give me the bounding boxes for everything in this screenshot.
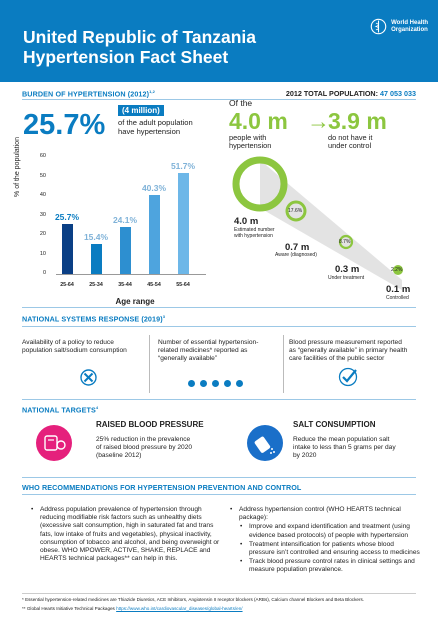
cascade-not-desc: do not have it under control xyxy=(328,133,373,150)
cascade-not-controlled-value: 3.9 m xyxy=(328,108,387,134)
chart-y-tick: 20 xyxy=(39,231,46,237)
national-divider xyxy=(22,326,416,327)
cascade-of-the: Of the xyxy=(229,98,253,108)
chart-y-tick: 10 xyxy=(39,250,46,257)
prevalence-percent: 25.7% xyxy=(23,109,106,141)
chart-data-label: 40.3% xyxy=(141,183,167,194)
targets-section-title: NATIONAL TARGETS4 xyxy=(22,405,99,415)
cascade-funnel xyxy=(260,160,402,290)
cascade-circle-total xyxy=(232,156,288,212)
chart-x-tick: 35-44 xyxy=(118,282,132,288)
chart-x-tick: 25-34 xyxy=(89,282,103,288)
cascade-pct-controlled: 2.2% xyxy=(391,267,403,273)
stage-total-value: 4.0 m xyxy=(234,216,259,227)
medicine-dots xyxy=(188,374,248,392)
stage-controlled-label: Controlled xyxy=(386,295,409,301)
chart-y-axis-label: % of the population xyxy=(14,137,21,197)
chart-bar xyxy=(119,227,131,274)
chart-x-tick: 45-54 xyxy=(147,282,161,288)
who-name-line1: World Health xyxy=(391,19,428,26)
chart-bar xyxy=(61,223,73,274)
recommendations-title: WHO RECOMMENDATIONS FOR HYPERTENSION PRE… xyxy=(22,483,302,492)
chart-x-axis xyxy=(56,274,206,275)
medicine-dot xyxy=(188,380,195,387)
rec-right-list: Address hypertension control (WHO HEARTS… xyxy=(229,506,421,576)
rec-left-list: Address population prevalence of hyperte… xyxy=(30,506,220,564)
page-title-line1: United Republic of Tanzania xyxy=(23,27,257,47)
chart-y-tick: 0 xyxy=(42,270,46,276)
national-col-divider-2 xyxy=(283,335,284,393)
rec-left-item: Address population prevalence of hyperte… xyxy=(40,506,220,563)
cascade-pct-treated: 8.7% xyxy=(339,239,351,245)
rec-right-sub-2: Treatment intensification for patients w… xyxy=(249,541,421,557)
national-section-title: NATIONAL SYSTEMS RESPONSE (2019)3 xyxy=(22,314,166,324)
salt-shaker-icon xyxy=(247,425,283,461)
target-bp-title: RAISED BLOOD PRESSURE xyxy=(96,420,204,429)
stage-controlled-value: 0.1 m xyxy=(386,284,411,295)
total-population: 2012 TOTAL POPULATION: 47 053 033 xyxy=(285,89,416,98)
header-banner: United Republic of Tanzania Hypertension… xyxy=(0,0,438,82)
rec-divider xyxy=(22,494,416,495)
chart-x-axis-label: Age range xyxy=(115,297,155,306)
page-title-line2: Hypertension Fact Sheet xyxy=(23,47,229,67)
chart-y-tick: 50 xyxy=(39,172,46,179)
cascade-circle-treated xyxy=(338,234,354,250)
who-name-line2: Organization xyxy=(391,26,428,33)
footnote-medicines: * Essential hypertension-related medicin… xyxy=(22,597,365,602)
bp-measurement-text: Blood pressure measurement reported as “g… xyxy=(289,339,408,362)
cascade-pct-aware: 17.6% xyxy=(288,208,303,214)
prevalence-description: of the adult population have hypertensio… xyxy=(118,118,193,136)
rec-right-sub-3: Track blood pressure control rates in cl… xyxy=(249,558,421,574)
burden-section-title: BURDEN OF HYPERTENSION (2012)1,2 xyxy=(22,89,155,99)
policy-salt-text: Availability of a policy to reduce popula… xyxy=(22,339,127,354)
cross-icon xyxy=(80,369,97,386)
stage-treated-value: 0.3 m xyxy=(335,264,360,275)
stage-treated-label: Under treatment xyxy=(328,275,365,281)
cascade-with-value: 4.0 m xyxy=(229,108,288,134)
medicine-dot xyxy=(224,380,231,387)
footnote-hearts: ** Global Hearts Initiative Technical Pa… xyxy=(22,606,243,611)
stage-total-label: Estimated number with hypertension xyxy=(234,227,275,239)
medicines-text: Number of essential hypertension-related… xyxy=(158,339,259,362)
burden-divider xyxy=(22,99,416,100)
target-salt-text: Reduce the mean population salt intake to… xyxy=(293,436,396,459)
cascade-circle-aware xyxy=(285,200,307,222)
chart-y-tick: 40 xyxy=(39,192,46,198)
chart-data-label: 51.7% xyxy=(170,161,196,172)
rec-right-main: Address hypertension control (WHO HEARTS… xyxy=(239,506,421,522)
cascade-with-desc: people with hypertension xyxy=(229,133,272,150)
chart-y-tick: 30 xyxy=(39,211,46,218)
footnote-divider xyxy=(22,593,416,594)
medicine-dot xyxy=(212,380,219,387)
who-logo: World Health Organization xyxy=(370,18,428,35)
hearts-link[interactable]: https://www.who.int/cardiovascular_disea… xyxy=(116,606,243,611)
cascade-circle-controlled xyxy=(393,265,403,275)
cascade-arrow: → xyxy=(307,108,330,134)
stage-aware-label: Aware (diagnosed) xyxy=(275,252,317,258)
targets-divider-top xyxy=(22,399,416,400)
medicine-dot xyxy=(200,380,207,387)
chart-bar xyxy=(148,195,160,274)
blood-pressure-icon xyxy=(36,425,72,461)
chart-x-tick: 25-64 xyxy=(60,282,74,288)
chart-data-label: 15.4% xyxy=(83,231,109,242)
prevalence-millions-badge: (4 million) xyxy=(118,105,164,116)
target-bp-text: 25% reduction in the prevalence of raised… xyxy=(96,436,193,459)
cascade-graphic xyxy=(232,156,403,290)
rec-divider-top xyxy=(22,477,416,478)
chart-data-label: 24.1% xyxy=(112,215,138,225)
chart-bar xyxy=(90,243,102,274)
chart-data-label: 25.7% xyxy=(54,211,80,222)
who-emblem-icon xyxy=(370,18,387,35)
chart-y-tick: 60 xyxy=(39,153,46,159)
stage-aware-value: 0.7 m xyxy=(285,242,310,253)
target-salt-title: SALT CONSUMPTION xyxy=(293,420,376,429)
chart-x-tick: 55-64 xyxy=(176,282,190,288)
national-divider-top xyxy=(22,307,416,308)
checkmark-icon xyxy=(338,367,358,387)
medicine-dot xyxy=(236,380,243,387)
rec-right-sub-1: Improve and expand identification and tr… xyxy=(249,523,421,539)
national-col-divider-1 xyxy=(149,335,150,393)
chart-bar xyxy=(177,173,189,274)
